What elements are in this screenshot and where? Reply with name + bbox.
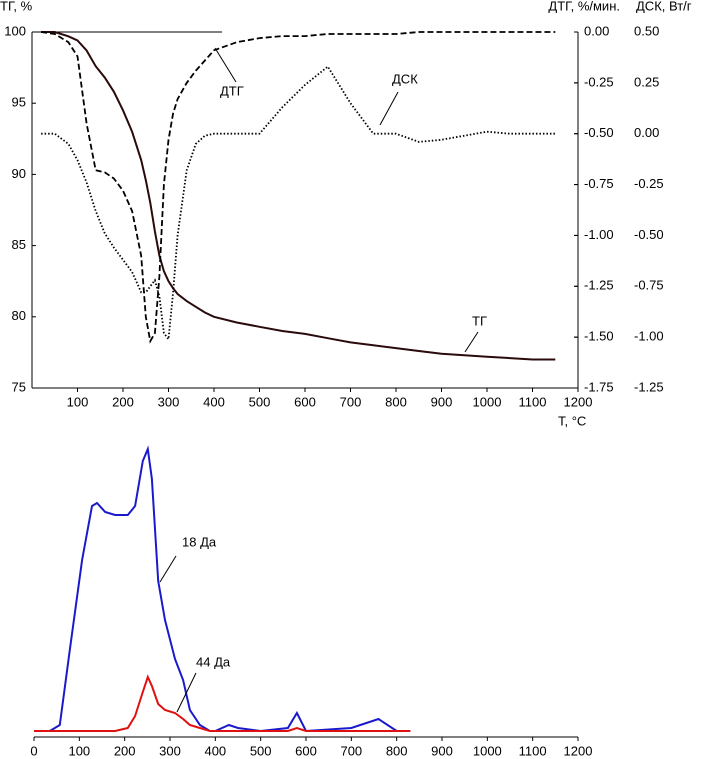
y-tick-label: 80 <box>12 308 26 323</box>
y-tick-label: -1.25 <box>634 379 664 394</box>
x-tick-label: 900 <box>431 394 453 409</box>
annotation-leader <box>176 672 197 713</box>
x-tick-label: 1100 <box>519 394 547 409</box>
x-tick-label: 1200 <box>564 743 593 758</box>
x-tick-label: 0 <box>30 743 37 758</box>
axis-title: T, °C <box>558 413 586 428</box>
x-tick-label: 1000 <box>473 394 502 409</box>
x-tick-label: 900 <box>431 743 453 758</box>
y-tick-label: 90 <box>12 166 26 181</box>
y-tick-label: -0.25 <box>584 74 614 89</box>
x-tick-label: 400 <box>204 743 226 758</box>
y-tick-label: -0.75 <box>584 176 614 191</box>
annotation-leader <box>464 331 479 353</box>
x-tick-label: 400 <box>203 394 225 409</box>
y-tick-label: -1.25 <box>584 278 614 293</box>
series-line <box>34 674 411 732</box>
axis-title: ТГ, % <box>0 0 33 13</box>
x-tick-label: 700 <box>340 743 362 758</box>
series-line <box>40 31 556 344</box>
y-tick-label: 0.50 <box>634 23 659 38</box>
x-tick-label: 200 <box>114 743 136 758</box>
x-tick-label: 300 <box>159 743 181 758</box>
y-tick-label: 100 <box>4 23 26 38</box>
x-tick-label: 1100 <box>519 743 547 758</box>
y-tick-label: 95 <box>12 95 26 110</box>
annotation: ДСК <box>392 71 418 86</box>
series-line <box>41 65 556 342</box>
y-tick-label: -0.50 <box>634 227 664 242</box>
x-tick-label: 300 <box>158 394 180 409</box>
series-line <box>34 445 411 733</box>
y-tick-label: -1.50 <box>584 329 614 344</box>
x-tick-label: 100 <box>68 743 90 758</box>
x-tick-label: 800 <box>385 394 407 409</box>
y-tick-label: 75 <box>12 379 26 394</box>
x-tick-label: 500 <box>250 743 272 758</box>
axis-title: ДТГ, %/мин. <box>548 0 620 13</box>
x-tick-label: 600 <box>295 743 317 758</box>
y-tick-label: -0.25 <box>634 176 664 191</box>
y-tick-label: 0.00 <box>634 125 659 140</box>
x-tick-label: 200 <box>112 394 134 409</box>
y-tick-label: -1.00 <box>584 227 614 242</box>
series-line <box>41 31 556 361</box>
annotation: 44 Да <box>196 654 231 669</box>
axis-title: ДСК, Вт/г <box>636 0 692 13</box>
annotation: ДТГ <box>220 83 244 98</box>
x-tick-label: 1000 <box>473 743 502 758</box>
annotation: ТГ <box>472 313 487 328</box>
y-tick-label: 0.00 <box>584 23 609 38</box>
x-tick-label: 700 <box>340 394 362 409</box>
y-tick-label: 0.25 <box>634 74 659 89</box>
annotation-leader <box>379 91 399 126</box>
x-tick-label: 500 <box>249 394 271 409</box>
y-tick-label: -0.50 <box>584 125 614 140</box>
x-tick-label: 1200 <box>564 394 593 409</box>
y-tick-label: -1.00 <box>634 329 664 344</box>
annotation-leader <box>214 47 237 83</box>
annotation-leader <box>159 555 177 583</box>
x-tick-label: 600 <box>294 394 316 409</box>
annotation: 18 Да <box>182 534 217 549</box>
x-tick-label: 800 <box>386 743 408 758</box>
y-tick-label: -1.75 <box>584 379 614 394</box>
y-tick-label: -0.75 <box>634 278 664 293</box>
y-tick-label: 85 <box>12 237 26 252</box>
x-tick-label: 100 <box>67 394 89 409</box>
